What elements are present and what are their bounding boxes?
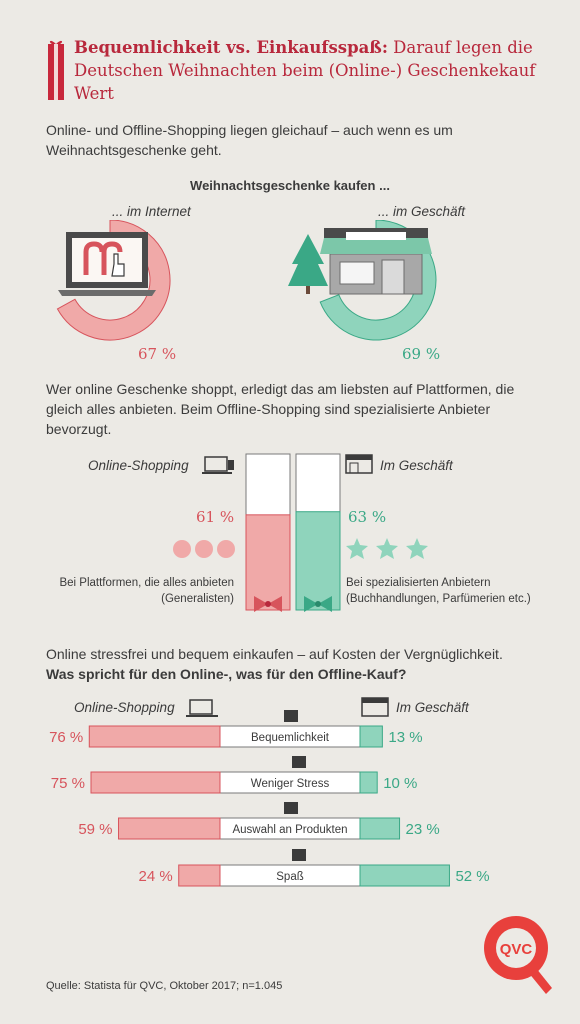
internet-label: ... im Internet [112, 204, 191, 219]
value-label-online: 24 % [139, 868, 173, 885]
s2-right-caption: Bei spezialisierten Anbietern (Buchhandl… [346, 575, 566, 607]
laptop-icon [58, 232, 156, 296]
value-label-offline: 23 % [406, 821, 440, 838]
value-label-online: 59 % [78, 821, 112, 838]
s2-left-caption-line2: (Generalisten) [161, 593, 234, 605]
s2-left-caption: Bei Plattformen, die alles anbieten (Gen… [40, 575, 234, 607]
bar-online [178, 864, 221, 887]
small-shop-icon [345, 454, 373, 474]
gift-icon [284, 710, 298, 722]
star-icons [346, 538, 428, 559]
value-label-online: 76 % [49, 729, 83, 746]
qvc-logo-text: QVC [500, 941, 533, 958]
tube-chart [173, 453, 428, 612]
intro-text-3-line2: Was spricht für den Online-, was für den… [46, 666, 407, 682]
ornament-icons [173, 540, 235, 558]
bar-offline [359, 864, 450, 887]
s2-right-caption-line1: Bei spezialisierten Anbietern [346, 577, 491, 589]
category-label: Spaß [276, 871, 304, 883]
s2-right-caption-line2: (Buchhandlungen, Parfümerien etc.) [346, 593, 531, 605]
gift-icon [292, 849, 306, 861]
bow-right-icon [304, 596, 332, 612]
intro-text-1: Online- und Offline-Shopping liegen glei… [46, 122, 453, 158]
shop-value: 69 % [402, 345, 441, 363]
value-label-offline: 13 % [388, 729, 422, 746]
shop-label: ... im Geschäft [378, 204, 466, 219]
title-rest: Darauf legen die Deutschen Weihnachten b… [74, 38, 536, 103]
bar-online [90, 771, 221, 794]
category-label: Weniger Stress [251, 778, 330, 790]
intro-text-3: Online stressfrei und bequem einkaufen –… [46, 644, 546, 684]
s2-right-value: 63 % [348, 508, 387, 526]
category-label: Auswahl an Produkten [232, 824, 347, 836]
title-gift-icon [46, 38, 66, 100]
value-label-offline: 52 % [455, 868, 489, 885]
category-label: Bequemlichkeit [251, 732, 330, 744]
s3-laptop-icon [186, 699, 218, 717]
bow-left-icon [254, 596, 282, 612]
internet-value: 67 % [138, 345, 177, 363]
section1-heading: Weihnachtsgeschenke kaufen ... [190, 178, 390, 193]
value-label-online: 75 % [51, 775, 85, 792]
s3-online-label: Online-Shopping [74, 700, 175, 715]
bar-offline [359, 725, 383, 748]
page-title: Bequemlichkeit vs. Einkaufsspaß: Darauf … [74, 36, 554, 105]
s3-offline-label: Im Geschäft [396, 700, 469, 715]
bar-online [88, 725, 221, 748]
donut-charts [56, 220, 437, 341]
title-bold: Bequemlichkeit vs. Einkaufsspaß: [74, 38, 388, 57]
s2-offline-label: Im Geschäft [380, 458, 453, 473]
gift-icon [284, 802, 298, 814]
s2-left-caption-line1: Bei Plattformen, die alles anbieten [59, 577, 234, 589]
qvc-logo: QVC [484, 916, 552, 994]
s3-shop-icon [361, 697, 389, 717]
bar-offline [359, 817, 401, 840]
tube-right-fill [295, 511, 341, 611]
shop-icon [288, 228, 432, 295]
source-note: Quelle: Statista für QVC, Oktober 2017; … [46, 980, 283, 992]
tube-left-fill [245, 514, 291, 611]
s2-online-label: Online-Shopping [88, 458, 189, 473]
bar-online [118, 817, 221, 840]
bar-offline [359, 771, 378, 794]
intro-text-3-line1: Online stressfrei und bequem einkaufen –… [46, 646, 503, 662]
diverging-bar-chart: Bequemlichkeit 76 % 13 % Weniger Stress 75 %… [49, 697, 490, 887]
s2-left-value: 61 % [196, 508, 235, 526]
value-label-offline: 10 % [383, 775, 417, 792]
small-laptop-icon [202, 456, 234, 474]
intro-text-2: Wer online Geschenke shoppt, erledigt da… [46, 381, 515, 437]
gift-icon [292, 756, 306, 768]
